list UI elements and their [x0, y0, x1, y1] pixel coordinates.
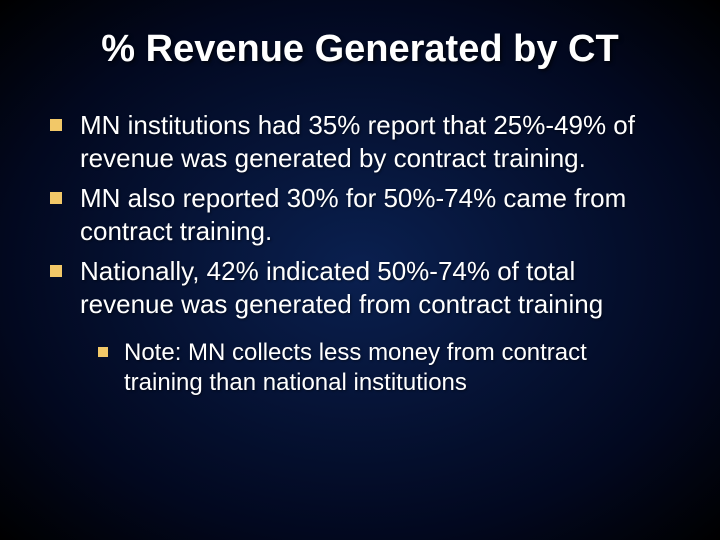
- bullet-item: Nationally, 42% indicated 50%-74% of tot…: [50, 255, 670, 320]
- sub-bullet-list: Note: MN collects less money from contra…: [98, 338, 670, 398]
- bullet-item: MN institutions had 35% report that 25%-…: [50, 109, 670, 174]
- sub-bullet-item: Note: MN collects less money from contra…: [98, 338, 670, 398]
- bullet-item: MN also reported 30% for 50%-74% came fr…: [50, 182, 670, 247]
- bullet-list: MN institutions had 35% report that 25%-…: [50, 109, 670, 320]
- slide-title: % Revenue Generated by CT: [50, 28, 670, 71]
